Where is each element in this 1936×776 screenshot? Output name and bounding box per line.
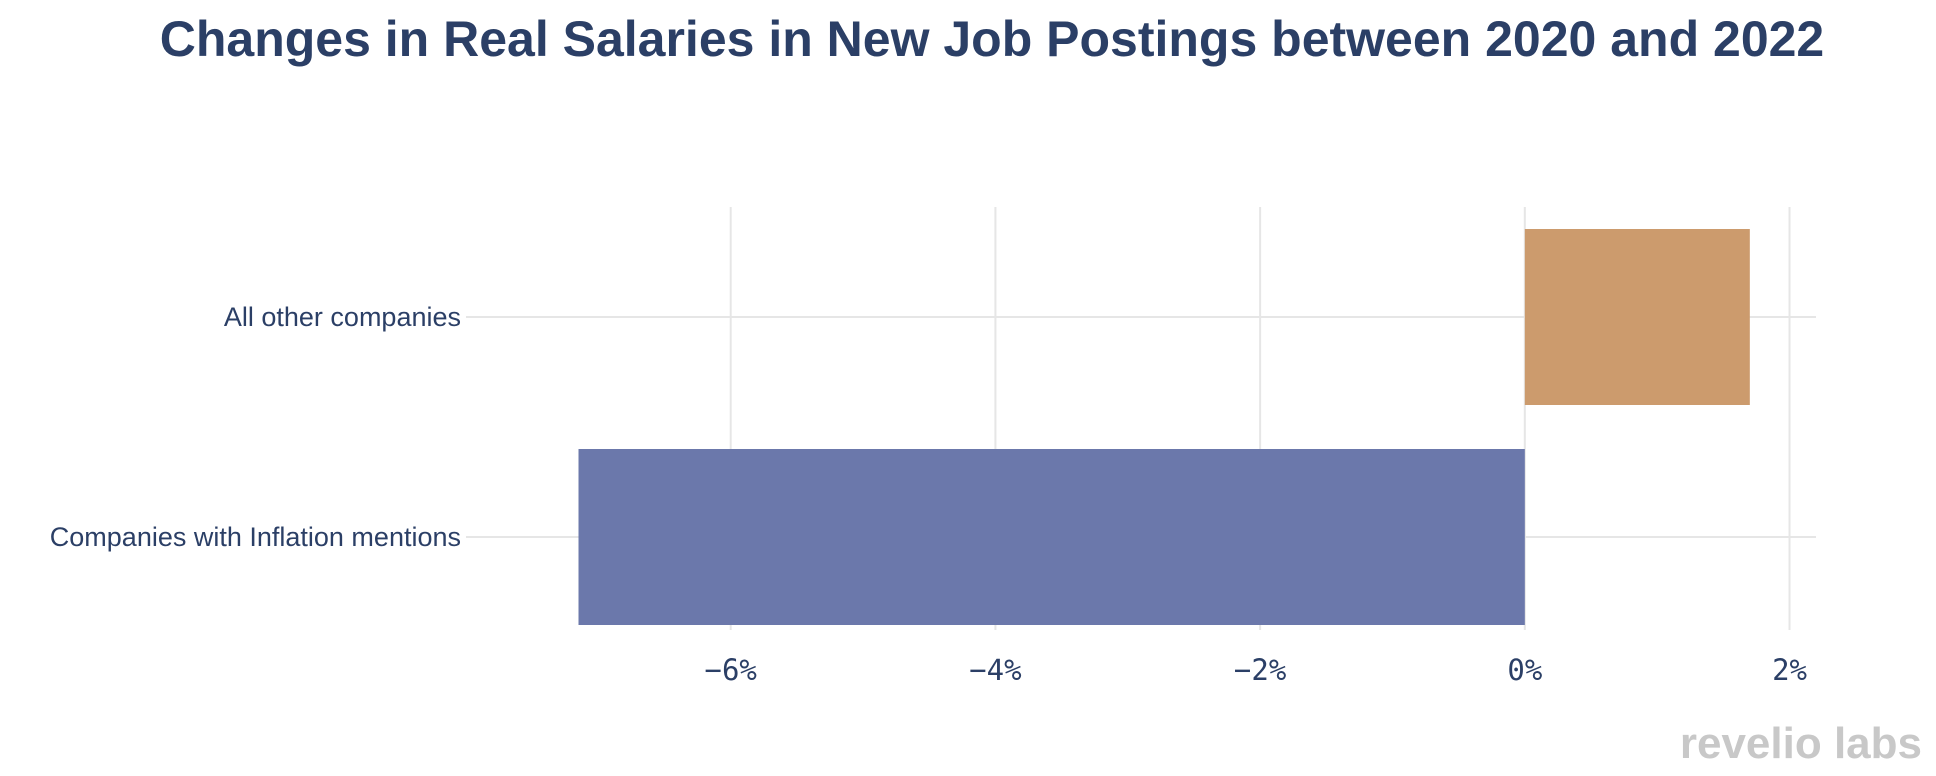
category-label: Companies with Inflation mentions (50, 522, 461, 552)
category-labels: All other companies Companies with Inflat… (50, 302, 461, 552)
x-tick-label: −4% (969, 653, 1021, 687)
chart-title: Changes in Real Salaries in New Job Post… (160, 11, 1825, 67)
bar (578, 449, 1525, 625)
x-tick-label: 0% (1507, 653, 1542, 687)
x-tick-labels: −6% −4% −2% 0% 2% (705, 653, 1807, 687)
x-tick-label: −2% (1234, 653, 1286, 687)
x-tick-label: −6% (705, 653, 757, 687)
revelio-labs-logo: revelio labs (1680, 719, 1922, 768)
bars (578, 229, 1750, 625)
bar (1524, 229, 1750, 405)
x-tick-label: 2% (1772, 653, 1807, 687)
category-label: All other companies (224, 302, 461, 332)
